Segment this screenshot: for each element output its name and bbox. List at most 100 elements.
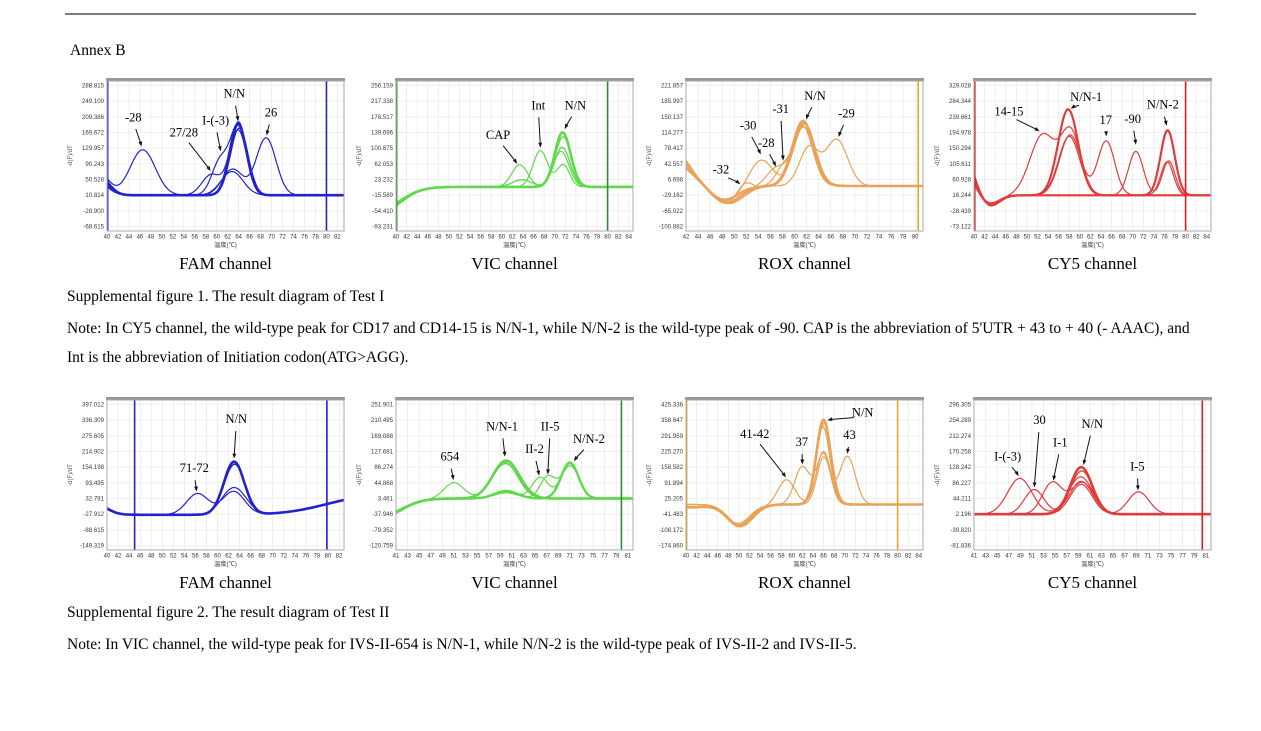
annotation-arrowhead — [206, 165, 211, 172]
melting-curve-plot: 288.815 249.100 209.386 169.672 129.957 90.24… — [68, 78, 345, 249]
x-tick-label: 46 — [137, 235, 144, 241]
x-tick-label: 80 — [912, 235, 919, 241]
y-tick-label: 214.902 — [82, 448, 105, 455]
annotation-arrow — [831, 417, 854, 420]
x-tick-label: 61 — [509, 554, 516, 560]
annotation-arrow — [450, 468, 454, 477]
y-tick-label: 221.857 — [661, 82, 684, 89]
x-tick-label: 78 — [1172, 235, 1179, 241]
annotation-arrowhead — [772, 161, 776, 167]
peak-annotation-label: II-5 — [541, 419, 560, 433]
x-tick-label: 82 — [334, 235, 341, 241]
x-tick-label: 56 — [191, 235, 198, 241]
curve-group — [686, 81, 923, 231]
peak-annotation-label: N/N — [226, 412, 248, 426]
annotation-arrowhead — [564, 123, 569, 130]
x-tick-label: 79 — [1191, 554, 1198, 560]
annotation-arrowhead — [538, 142, 543, 148]
y-tick-label: 329.028 — [949, 82, 972, 89]
x-tick-label: 72 — [1140, 235, 1147, 241]
peak-annotation-label: N/N — [565, 98, 587, 112]
x-tick-label: 50 — [159, 554, 166, 560]
x-tick-label: 66 — [827, 235, 834, 241]
y-tick-label: 50.528 — [85, 177, 104, 184]
y-tick-label: 291.959 — [661, 433, 684, 440]
y-tick-label: 114.277 — [661, 129, 683, 136]
melting-curve-plot: 256.159 217.338 178.517 139.696 100.875 62.05… — [357, 78, 634, 249]
x-tick-label: 46 — [424, 235, 431, 241]
y-tick-label: 139.696 — [371, 129, 394, 136]
x-tick-label: 70 — [268, 235, 275, 241]
annotation-arrowhead — [194, 486, 198, 492]
y-tick-label: 150.294 — [949, 145, 972, 152]
peak-annotation-label: 17 — [1099, 113, 1112, 127]
x-tick-label: 74 — [876, 235, 883, 241]
annotation-arrowhead — [546, 469, 550, 475]
x-tick-label: 80 — [894, 554, 901, 560]
x-axis-title: 温度(℃) — [214, 560, 237, 568]
x-tick-label: 54 — [467, 235, 474, 241]
x-axis-title: 温度(℃) — [793, 241, 816, 249]
annotation-arrowhead — [232, 453, 237, 459]
peak-annotation-label: N/N-1 — [486, 419, 518, 433]
melting-curve-plot: 425.336 358.647 291.959 225.270 158.582 91.89… — [647, 397, 924, 568]
x-tick-label: 49 — [439, 554, 446, 560]
y-tick-label: 251.901 — [371, 401, 394, 408]
y-tick-label: -73.122 — [950, 224, 971, 231]
annotation-arrowhead — [138, 141, 143, 147]
x-tick-label: 74 — [573, 235, 580, 241]
x-tick-label: 61 — [1087, 554, 1094, 560]
y-tick-label: 25.205 — [664, 496, 683, 503]
x-tick-label: 58 — [202, 235, 209, 241]
x-tick-label: 44 — [704, 554, 711, 560]
x-tick-label: 60 — [788, 554, 795, 560]
x-tick-label: 65 — [532, 554, 539, 560]
x-tick-label: 82 — [336, 554, 343, 560]
y-tick-label: 42.557 — [664, 161, 683, 168]
x-tick-label: 67 — [1121, 554, 1128, 560]
x-tick-label: 69 — [555, 554, 562, 560]
y-tick-label: 178.517 — [371, 114, 394, 121]
y-tick-label: 154.198 — [82, 464, 105, 471]
channel-caption: ROX channel — [757, 573, 851, 592]
x-tick-label: 73 — [1156, 554, 1163, 560]
x-tick-label: 81 — [1202, 554, 1209, 560]
y-axis-title: -d(F)/dT — [68, 464, 74, 486]
annotation-arrow — [538, 117, 541, 144]
y-tick-label: -37.946 — [372, 511, 393, 518]
melting-curve-plot: 221.857 185.997 150.137 114.277 78.417 42.557… — [647, 78, 924, 249]
y-tick-label: -81.836 — [950, 543, 971, 550]
y-tick-label: 2.196 — [956, 511, 972, 518]
y-tick-label: -100.882 — [659, 224, 684, 231]
curve-group — [107, 81, 344, 231]
chart-test1-fam: 288.815 249.100 209.386 169.672 129.957 90.24… — [63, 77, 348, 277]
y-tick-label: 105.611 — [949, 161, 971, 168]
y-tick-label: -39.820 — [950, 527, 971, 534]
x-tick-label: 50 — [736, 554, 743, 560]
chart-test1-rox: 221.857 185.997 150.137 114.277 78.417 42.557… — [642, 77, 927, 277]
y-tick-label: -54.410 — [372, 208, 393, 215]
curve-group — [396, 81, 633, 231]
x-tick-label: 42 — [115, 554, 122, 560]
x-axis-title: 温度(℃) — [1081, 560, 1104, 568]
annotation-arrow — [502, 438, 506, 453]
annotation-arrow — [727, 177, 738, 183]
x-tick-label: 68 — [839, 235, 846, 241]
y-tick-label: -108.172 — [659, 527, 684, 534]
x-tick-label: 45 — [416, 554, 423, 560]
x-tick-label: 70 — [269, 554, 276, 560]
figure2-note: Note: In VIC channel, the wild-type peak… — [67, 636, 857, 653]
curve-group — [686, 400, 923, 550]
annotation-arrowhead — [1135, 485, 1140, 491]
x-tick-label: 70 — [841, 554, 848, 560]
x-tick-label: 72 — [852, 554, 859, 560]
annotation-arrowhead — [1070, 104, 1076, 109]
curve-group — [974, 400, 1211, 550]
x-tick-label: 54 — [1045, 235, 1052, 241]
x-tick-label: 77 — [601, 554, 608, 560]
x-tick-label: 63 — [520, 554, 527, 560]
x-tick-label: 78 — [884, 554, 891, 560]
annotation-arrowhead — [806, 114, 810, 120]
y-tick-label: 288.815 — [82, 82, 105, 89]
y-tick-label: -149.319 — [80, 543, 105, 550]
